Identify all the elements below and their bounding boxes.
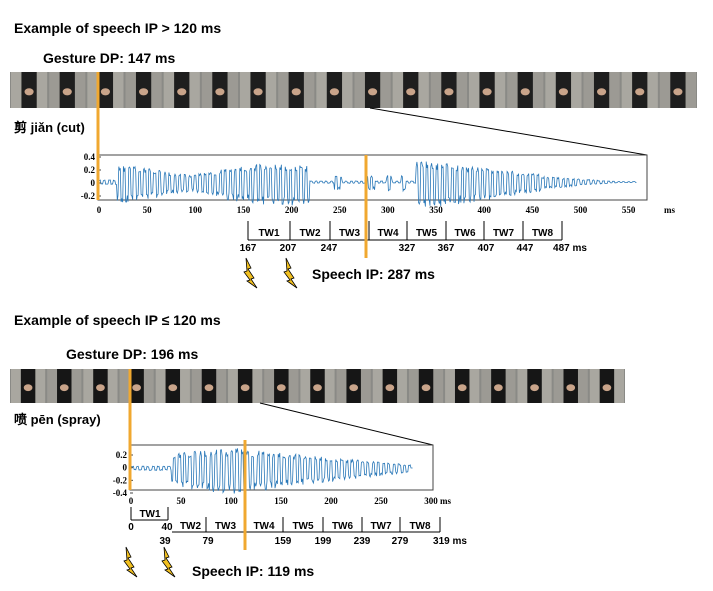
x-tick-label: 150 [274,496,288,506]
y-tick-label: 0 [91,178,96,188]
time-window-label: TW8 [532,228,554,239]
time-window-label: TW4 [253,521,275,532]
zoom-line [259,402,434,446]
time-window-boundary: 167 [240,243,257,254]
time-window-label: TW5 [416,228,438,239]
time-window-boundary: 40 [161,522,173,533]
y-tick-label: -0.2 [113,475,128,485]
panel2-speech-ip: Speech IP: 119 ms [192,563,314,579]
y-tick-label: 0.2 [84,165,96,175]
x-tick-label: 50 [177,496,187,506]
y-tick-label: -0.2 [81,191,96,201]
time-window-label: TW3 [339,228,361,239]
time-window-label: TW7 [493,228,515,239]
x-tick-label: 100 [224,496,238,506]
video-frames-strip [10,369,625,403]
time-window-label: TW2 [299,228,321,239]
lightning-icon [123,546,138,578]
time-window-boundary: 487 ms [553,243,587,254]
time-window-boundary: 0 [128,522,134,533]
x-tick-label: 200 [324,496,338,506]
x-tick-label: 500 [574,205,588,215]
time-window-label: TW1 [258,228,280,239]
x-unit-label: ms [664,205,675,215]
time-window-boundary: 327 [399,243,416,254]
waveform-axis: 0.20-0.2-0.40 50 100 150 200 250 300 ms [113,450,452,506]
lightning-icon [283,257,298,289]
panel1-gesture-dp: Gesture DP: 147 ms [43,50,175,66]
x-tick-label: 50 [143,205,153,215]
time-window-label: TW1 [139,509,161,520]
time-window-label: TW6 [454,228,476,239]
zoom-line [369,107,648,156]
x-tick-label: 300 [381,205,395,215]
time-window-boundary: 207 [280,243,297,254]
waveform [130,448,413,494]
time-window-boundary: 79 [202,536,214,547]
time-window-boundary: 159 [275,536,292,547]
time-window-boundary: 367 [438,243,455,254]
lightning-icon [243,257,258,289]
lightning-icon [161,546,176,578]
x-tick-label: 400 [477,205,491,215]
time-window-label: TW6 [332,521,354,532]
x-tick-label: 250 [333,205,347,215]
time-window-boundary: 39 [159,536,171,547]
panel2-gesture-dp: Gesture DP: 196 ms [66,346,198,362]
x-unit-label: ms [440,496,451,506]
time-window-boundary: 407 [478,243,495,254]
x-tick-label: 0 [97,205,102,215]
time-window-boundary: 239 [354,536,371,547]
waveform-axis: 0.40.20-0.20 50 100 150 200 250 300 350 400 450 50… [81,152,676,215]
time-window-boundary: 247 [321,243,338,254]
video-frames-strip [10,72,697,108]
x-tick-label: 450 [526,205,540,215]
time-window-label: TW3 [215,521,237,532]
x-tick-label: 0 [129,496,134,506]
time-window-boundary: 199 [315,536,332,547]
y-tick-label: 0.4 [84,152,96,162]
y-tick-label: 0 [123,463,128,473]
y-tick-label: -0.4 [113,488,128,498]
time-windows: TW1 TW2 TW3 TW4 TW5 TW6 TW7 TW8 167 207 247 327 367 4… [240,221,587,289]
x-tick-label: 150 [237,205,251,215]
x-tick-label: 300 [424,496,438,506]
y-tick-label: 0.2 [116,450,128,460]
time-window-boundary: 319 ms [433,536,467,547]
x-tick-label: 350 [429,205,443,215]
time-window-boundary: 279 [392,536,409,547]
x-tick-label: 100 [189,205,203,215]
time-window-boundary: 447 [517,243,534,254]
panel1-heading: Example of speech IP > 120 ms [14,20,221,36]
panel2-heading: Example of speech IP ≤ 120 ms [14,312,221,328]
panel2-word: 喷 pēn (spray) [14,412,101,427]
x-tick-label: 250 [374,496,388,506]
x-tick-label: 200 [285,205,299,215]
x-tick-label: 550 [622,205,636,215]
panel1-speech-ip: Speech IP: 287 ms [312,266,435,282]
time-window-label: TW7 [370,521,392,532]
time-window-label: TW4 [377,228,399,239]
panel1-word: 剪 jiǎn (cut) [14,120,85,135]
time-window-label: TW8 [409,521,431,532]
time-window-label: TW2 [180,521,202,532]
time-window-label: TW5 [292,521,314,532]
